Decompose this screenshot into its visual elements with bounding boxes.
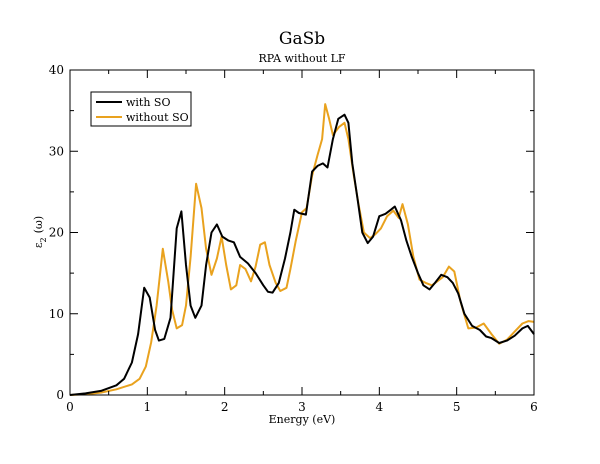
- x-axis-label: Energy (eV): [269, 413, 336, 426]
- ticks-layer: 0 1 2 3 4 5 6 0 10 20 30 40: [49, 63, 538, 414]
- x-tick-label: 5: [453, 400, 461, 414]
- y-axis-label-argument: (ω): [32, 216, 45, 234]
- legend-label-with-so: with SO: [126, 96, 171, 109]
- y-axis-label-subscript: 2: [39, 237, 48, 242]
- y-axis-label-symbol: ε: [32, 242, 45, 248]
- y-tick-label: 10: [49, 307, 64, 321]
- x-tick-label: 1: [144, 400, 152, 414]
- y-axis-label: ε2 (ω): [32, 216, 48, 248]
- chart-subtitle: RPA without LF: [258, 52, 345, 65]
- legend-box: [90, 91, 192, 127]
- chart-title: GaSb: [279, 29, 325, 49]
- series-layer: [69, 103, 535, 396]
- x-tick-label: 0: [66, 400, 74, 414]
- y-tick-label: 30: [49, 144, 64, 158]
- x-tick-label: 6: [530, 400, 538, 414]
- svg-text:ε2(ω): ε2 (ω): [32, 216, 48, 248]
- legend: with SO without SO: [90, 91, 192, 127]
- x-tick-label: 4: [376, 400, 384, 414]
- legend-label-without-so: without SO: [126, 111, 189, 124]
- y-tick-label: 40: [49, 63, 64, 77]
- series-line-without-so: [69, 103, 535, 396]
- x-tick-label: 3: [298, 400, 306, 414]
- series-line-with-so: [69, 113, 535, 396]
- y-tick-label: 20: [49, 226, 64, 240]
- y-tick-label: 0: [56, 388, 64, 402]
- x-tick-label: 2: [221, 400, 229, 414]
